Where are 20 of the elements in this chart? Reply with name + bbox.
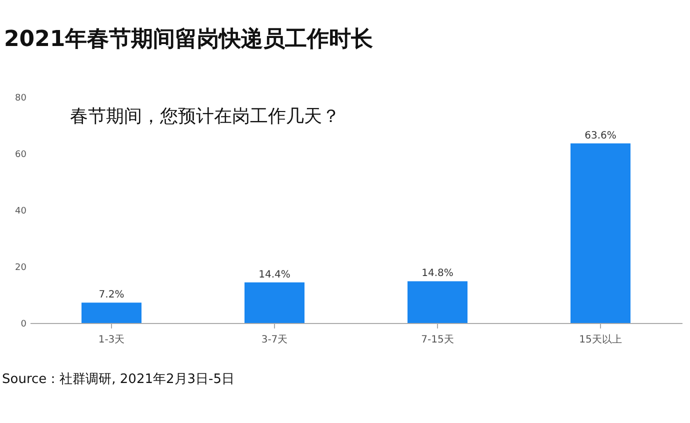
y-tick-label: 40 xyxy=(15,206,27,216)
x-tick-label: 7-15天 xyxy=(421,334,454,346)
bar xyxy=(570,143,630,323)
data-label: 7.2% xyxy=(98,290,124,301)
x-tick-label: 3-7天 xyxy=(261,334,288,346)
bar xyxy=(244,282,304,323)
chart-title: 2021年春节期间留岗快递员工作时长 xyxy=(4,26,374,52)
bar xyxy=(408,281,468,323)
y-tick-label: 80 xyxy=(15,94,27,104)
data-label: 14.4% xyxy=(258,269,290,280)
y-tick-label: 60 xyxy=(15,150,27,160)
data-label: 14.8% xyxy=(422,268,454,280)
x-tick-label: 15天以上 xyxy=(579,334,622,346)
data-label: 63.6% xyxy=(584,130,616,142)
y-tick-label: 20 xyxy=(15,263,27,273)
y-tick-label: 0 xyxy=(20,320,27,330)
bar xyxy=(82,302,142,323)
source-note: Source：社群调研, 2021年2月3日-5日 xyxy=(2,372,235,387)
x-tick-label: 1-3天 xyxy=(98,334,125,346)
chart-subtitle: 春节期间，您预计在岗工作几天？ xyxy=(70,106,340,127)
